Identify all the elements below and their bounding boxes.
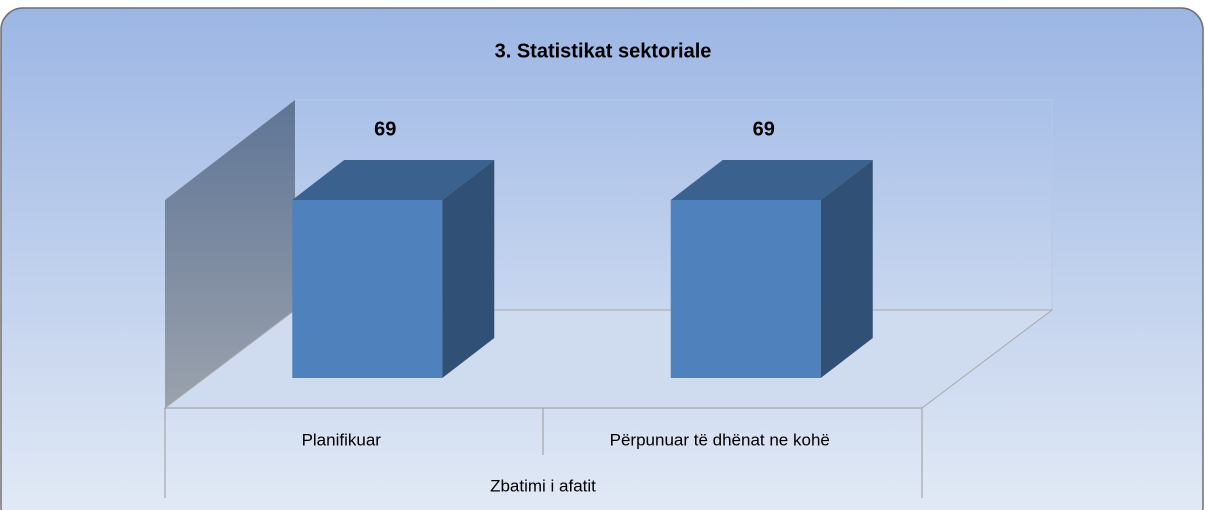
- bar-top: [292, 160, 495, 200]
- x-tick-label: Planifikuar: [302, 430, 382, 449]
- group-label: Zbatimi i afatit: [490, 476, 596, 495]
- side-wall: [165, 100, 295, 408]
- bar-top: [670, 160, 873, 200]
- bar-side: [820, 160, 873, 378]
- category-axis: [164, 407, 923, 498]
- bar-front: [670, 200, 821, 378]
- chart-title: 3. Statistikat sektoriale: [495, 40, 712, 62]
- data-label: 69: [753, 118, 775, 140]
- data-label: 69: [374, 118, 396, 140]
- bar-side: [442, 160, 495, 378]
- x-tick-label: Përpunuar të dhënat ne kohë: [610, 430, 830, 449]
- bar-front: [292, 200, 443, 378]
